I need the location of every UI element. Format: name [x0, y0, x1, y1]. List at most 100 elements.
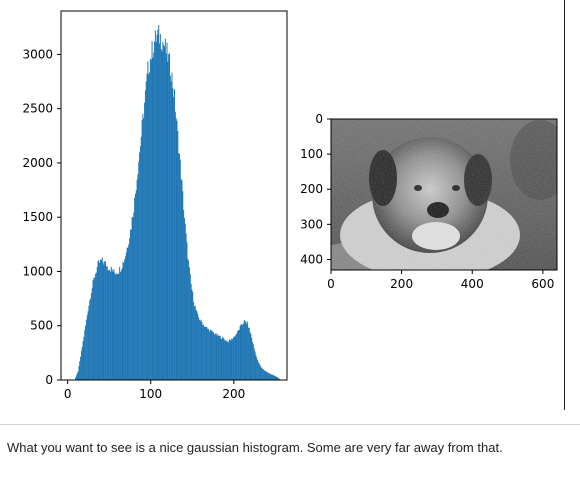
histogram-bar: [167, 61, 169, 381]
histogram-bar: [225, 340, 227, 380]
histogram-bar: [90, 293, 92, 380]
histogram-bar: [97, 261, 99, 380]
histogram-bar: [221, 338, 223, 380]
histogram-bar: [263, 370, 265, 380]
histogram-bar: [181, 180, 183, 380]
histogram-bar: [255, 355, 257, 380]
histogram-bar: [104, 261, 106, 380]
histogram-bar: [112, 271, 114, 380]
histogram-bar: [164, 46, 166, 381]
histogram-bar: [129, 238, 131, 380]
histogram-bar: [128, 244, 130, 380]
histogram-bar: [111, 269, 113, 380]
histogram-bar: [168, 54, 170, 380]
histogram-bar: [194, 305, 196, 380]
histogram-bar: [156, 34, 158, 380]
histogram-bar: [198, 317, 200, 380]
histogram-bar: [258, 363, 260, 380]
histogram-bar: [119, 272, 121, 380]
histogram-bar: [232, 339, 234, 380]
histogram-bar: [161, 51, 163, 381]
histogram-bar: [140, 136, 142, 380]
histogram-bar: [180, 178, 182, 380]
histogram-bar: [105, 266, 107, 380]
histogram-bar: [99, 263, 101, 380]
histogram-bar: [235, 334, 237, 380]
histogram-bar: [247, 327, 249, 380]
histogram-bar: [88, 305, 90, 380]
histogram-bar: [130, 229, 132, 380]
histogram-bars: [68, 24, 281, 381]
histogram-bar: [272, 374, 274, 380]
histogram-bar: [135, 190, 137, 380]
histogram-bar: [98, 260, 100, 380]
histogram-bar: [239, 325, 241, 380]
histogram-bar: [208, 331, 210, 380]
histogram-bar: [115, 274, 116, 380]
histogram-bar: [124, 256, 126, 380]
histogram-bar: [141, 120, 143, 381]
histogram-bar: [80, 350, 82, 380]
histogram-bar: [272, 375, 274, 380]
histogram-bar: [209, 329, 211, 380]
histogram-bar: [108, 270, 110, 380]
histogram-bar: [92, 280, 94, 380]
histogram-bar: [241, 324, 243, 380]
histogram-bar: [95, 273, 97, 380]
histogram-bar: [163, 44, 165, 380]
y-tick-label: 200: [300, 182, 323, 196]
x-tick-label: 400: [461, 277, 484, 291]
histogram-bar: [121, 268, 123, 380]
histogram-bar: [267, 372, 269, 380]
histogram-bar: [105, 261, 107, 380]
histogram-bar: [151, 41, 153, 380]
histogram-bar: [117, 273, 119, 380]
histogram-bar: [183, 217, 185, 380]
histogram-bar: [139, 146, 141, 380]
histogram-bar: [266, 371, 268, 380]
histogram-bar: [155, 41, 157, 381]
histogram-bar: [134, 197, 136, 380]
histogram-bar: [126, 247, 128, 380]
x-tick-label: 200: [222, 387, 245, 401]
histogram-bar: [132, 217, 134, 380]
histogram-bar: [250, 334, 252, 380]
histogram-bar: [182, 191, 184, 380]
histogram-bar: [178, 153, 180, 380]
histogram-bar: [192, 291, 194, 380]
histogram-bar: [203, 324, 205, 380]
y-tick-label: 0: [315, 112, 323, 126]
histogram-bar: [147, 61, 149, 381]
histogram-bar: [257, 362, 259, 380]
grayscale-dog-photo-icon: [331, 119, 557, 270]
histogram-bar: [246, 324, 248, 380]
histogram-bar: [142, 113, 144, 380]
histogram-bar: [106, 265, 108, 380]
histogram-bar: [193, 301, 195, 380]
histogram-bar: [185, 233, 187, 380]
histogram-bar: [76, 373, 78, 380]
histogram-bar: [244, 320, 246, 380]
histogram-bar: [205, 326, 207, 380]
histogram-bar: [136, 179, 138, 380]
y-tick-label: 3000: [22, 47, 53, 61]
histogram-bar: [85, 325, 87, 380]
histogram-bar: [176, 120, 178, 380]
histogram-bar: [247, 321, 249, 380]
histogram-bar: [80, 356, 82, 380]
histogram-bar: [75, 375, 77, 380]
histogram-bar: [196, 311, 198, 380]
histogram-chart: 0 500 1000 1500 2000 2500 3000 0 100 200: [22, 10, 288, 401]
histogram-bar: [213, 332, 215, 380]
histogram-bar: [145, 81, 147, 381]
histogram-bar: [276, 376, 278, 380]
histogram-bar: [113, 268, 115, 380]
x-tick-label: 0: [64, 387, 72, 401]
histogram-bar: [251, 337, 253, 380]
histogram-bar: [227, 341, 229, 380]
histogram-bar: [172, 88, 174, 381]
histogram-bar: [237, 331, 239, 380]
histogram-bar: [170, 81, 172, 381]
histogram-bar: [231, 338, 233, 380]
histogram-bar: [222, 337, 224, 380]
